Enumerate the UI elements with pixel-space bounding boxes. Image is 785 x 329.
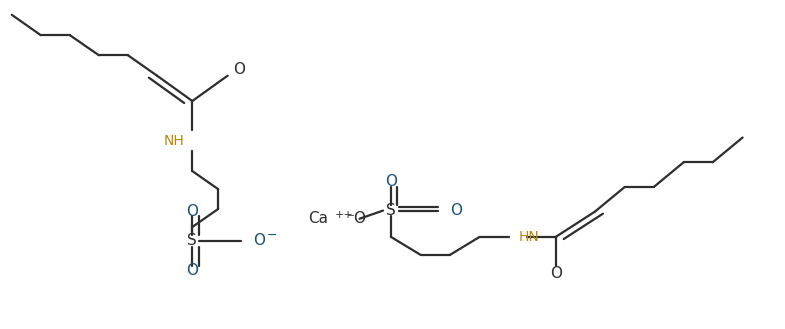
Text: S: S: [386, 203, 396, 218]
Text: O: O: [186, 204, 199, 219]
Text: S: S: [188, 233, 197, 248]
Text: O: O: [450, 203, 462, 218]
Text: −: −: [267, 229, 277, 242]
Text: Ca: Ca: [308, 211, 328, 226]
Text: ++: ++: [335, 211, 354, 220]
Text: O: O: [233, 62, 246, 77]
Text: HN: HN: [519, 230, 539, 244]
Text: O: O: [550, 266, 562, 281]
Text: O: O: [254, 233, 265, 248]
Text: O: O: [186, 263, 199, 278]
Text: ⁻O: ⁻O: [347, 211, 367, 226]
Text: O: O: [385, 174, 397, 190]
Text: NH: NH: [164, 135, 184, 148]
